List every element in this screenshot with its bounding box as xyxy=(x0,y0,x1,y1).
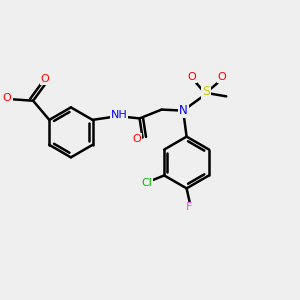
Text: F: F xyxy=(186,202,193,212)
Text: NH: NH xyxy=(111,110,128,121)
Text: Cl: Cl xyxy=(141,178,152,188)
Text: O: O xyxy=(218,72,226,82)
Text: O: O xyxy=(3,93,12,103)
Text: S: S xyxy=(202,85,210,98)
Text: O: O xyxy=(133,134,142,144)
Text: O: O xyxy=(188,72,196,82)
Text: N: N xyxy=(179,104,188,117)
Text: O: O xyxy=(40,74,49,84)
